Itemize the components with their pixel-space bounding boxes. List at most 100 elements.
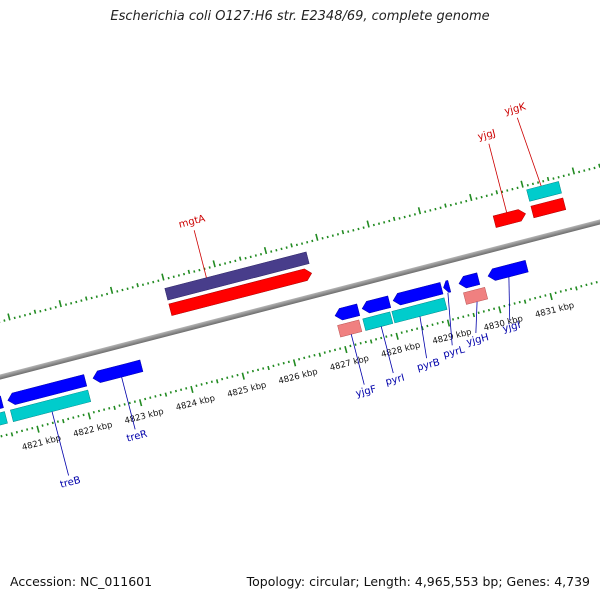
major-tick	[58, 300, 62, 308]
minor-tick	[113, 405, 116, 410]
leader-line	[380, 326, 394, 374]
gene-label-yjgF[interactable]: yjgF	[355, 384, 378, 400]
cds-pyrI[interactable]	[361, 295, 392, 315]
minor-tick	[229, 260, 232, 264]
cds-yjgF[interactable]	[334, 303, 361, 322]
minor-tick	[182, 272, 186, 276]
minor-tick	[321, 237, 324, 240]
minor-tick	[256, 368, 260, 372]
minor-tick	[193, 270, 196, 273]
major-tick	[395, 332, 399, 340]
major-tick	[498, 306, 502, 314]
minor-tick	[280, 247, 283, 251]
minor-tick	[544, 294, 547, 297]
minor-tick	[262, 367, 265, 370]
leader-line	[447, 292, 453, 346]
cds-pyrL[interactable]	[442, 280, 452, 293]
minor-tick	[46, 422, 49, 426]
minor-tick	[352, 229, 355, 232]
gene-band-treB-left[interactable]	[0, 411, 8, 430]
minor-tick	[149, 396, 152, 399]
gene-label-yjgI[interactable]: yjgI	[502, 320, 522, 335]
minor-tick	[126, 287, 129, 290]
minor-tick	[108, 407, 111, 410]
gene-label-yjgH[interactable]: yjgH	[465, 332, 490, 348]
gene-label-treB[interactable]: treB	[59, 475, 82, 491]
gene-band-pyrI[interactable]	[362, 311, 394, 331]
gene-band-mgtA[interactable]	[164, 251, 310, 301]
minor-tick	[244, 256, 247, 260]
minor-tick	[251, 369, 254, 373]
minor-tick	[388, 219, 391, 223]
minor-tick	[542, 179, 545, 183]
minor-tick	[349, 344, 352, 348]
cds-treR[interactable]	[92, 359, 144, 384]
minor-tick	[272, 364, 275, 368]
minor-tick	[198, 268, 201, 272]
cds-pyrB[interactable]	[392, 282, 444, 306]
minor-tick	[205, 381, 208, 385]
minor-tick	[20, 429, 24, 433]
gene-label-pyrI[interactable]: pyrI	[384, 372, 405, 387]
minor-tick	[254, 254, 257, 257]
minor-tick	[295, 243, 298, 247]
minor-tick	[290, 243, 293, 248]
gene-leader-lines	[51, 117, 542, 476]
gene-label-pyrL[interactable]: pyrL	[442, 344, 466, 360]
leader-line	[193, 230, 207, 278]
minor-tick	[585, 283, 588, 287]
minor-tick	[5, 433, 8, 437]
map-title: Escherichia coli O127:H6 str. E2348/69, …	[110, 9, 490, 24]
cds-yjgK[interactable]	[530, 197, 567, 219]
minor-tick	[385, 335, 388, 338]
minor-tick	[97, 409, 101, 413]
gene-band-treB[interactable]	[10, 389, 92, 422]
gene-band-pyrB[interactable]	[391, 297, 448, 324]
cds-yjgI[interactable]	[487, 260, 529, 282]
cds-mgtA[interactable]	[168, 267, 313, 316]
cds-yjgH[interactable]	[457, 272, 481, 290]
gene-label-yjgJ[interactable]: yjgJ	[477, 128, 497, 143]
minor-tick	[431, 323, 434, 326]
gene-label-treR[interactable]: treR	[126, 429, 149, 445]
minor-tick	[462, 315, 465, 319]
major-tick	[263, 246, 268, 255]
cds-yjgJ[interactable]	[492, 208, 527, 228]
minor-tick	[495, 190, 499, 195]
gene-label-pyrB[interactable]: pyrB	[416, 357, 441, 374]
minor-tick	[95, 295, 98, 298]
minor-tick	[444, 203, 447, 208]
minor-tick	[564, 288, 567, 292]
minor-tick	[298, 357, 301, 361]
rna-yjgF[interactable]	[337, 319, 363, 338]
minor-tick	[147, 282, 150, 285]
minor-tick	[475, 197, 478, 200]
minor-tick	[64, 303, 68, 306]
minor-tick	[121, 288, 124, 292]
gene-label-yjgK[interactable]: yjgK	[503, 101, 527, 117]
rna-yjgH[interactable]	[463, 287, 489, 305]
minor-tick	[23, 313, 27, 317]
major-tick	[446, 319, 451, 327]
genome-summary-text: Topology: circular; Length: 4,965,553 bp…	[246, 574, 590, 589]
minor-tick	[369, 339, 373, 344]
cds-treB-left[interactable]	[0, 395, 4, 415]
minor-tick	[236, 373, 239, 377]
minor-tick	[467, 314, 470, 317]
gene-band-yjgK[interactable]	[526, 181, 562, 202]
minor-tick	[341, 229, 345, 235]
minor-tick	[306, 240, 309, 244]
kbp-tick-label: 4825 kbp	[226, 380, 267, 400]
gene-label-mgtA[interactable]: mgtA	[178, 213, 207, 230]
minor-tick	[567, 173, 570, 176]
leader-line	[508, 276, 511, 321]
minor-tick	[141, 283, 145, 286]
minor-tick	[583, 169, 586, 172]
major-tick	[7, 313, 11, 321]
minor-tick	[224, 262, 227, 265]
minor-tick	[531, 182, 534, 186]
minor-tick	[424, 210, 427, 214]
cds-treB[interactable]	[6, 374, 88, 407]
minor-tick	[593, 166, 596, 170]
minor-tick	[70, 302, 73, 305]
